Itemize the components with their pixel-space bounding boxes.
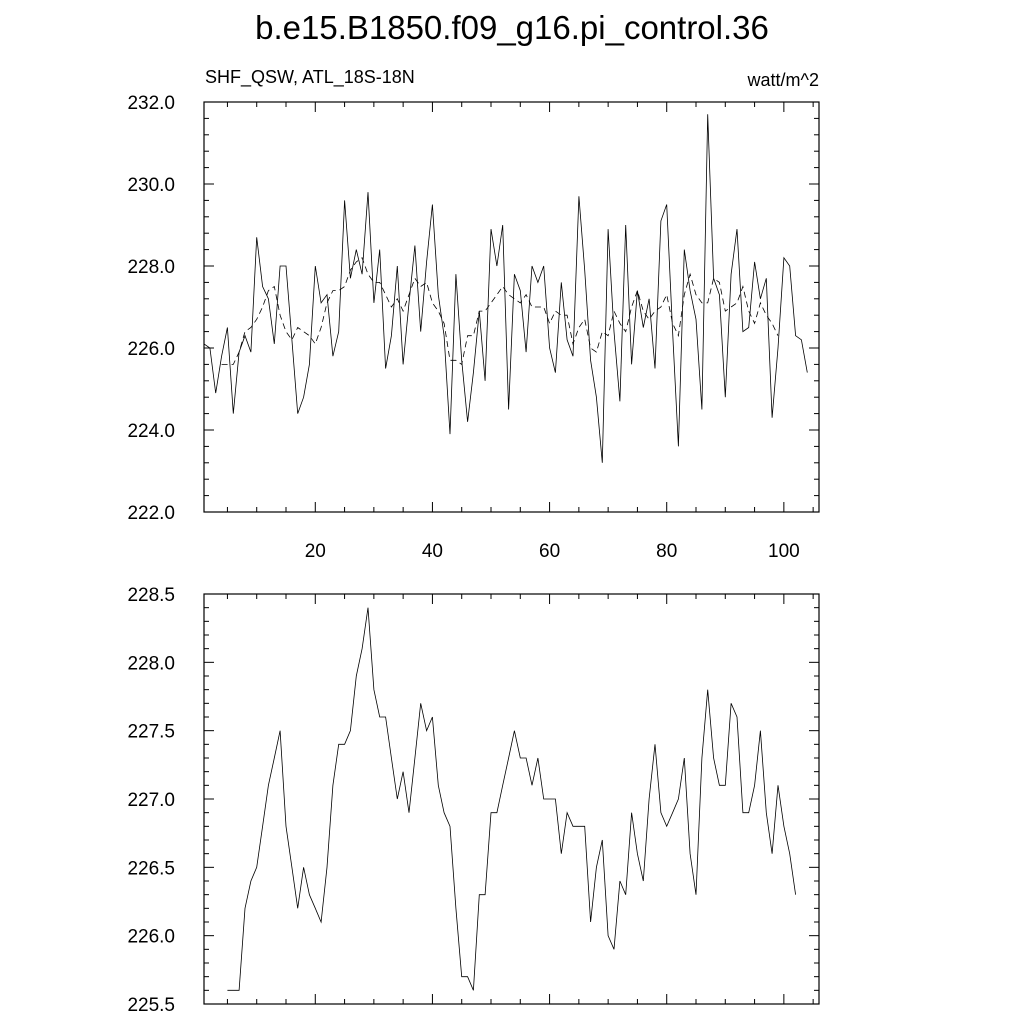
bottom-ytick-label: 227.5 xyxy=(127,722,175,743)
top-ytick-label: 222.0 xyxy=(127,503,175,524)
bottom-ytick-label: 228.5 xyxy=(127,585,175,606)
units-label: watt/m^2 xyxy=(747,70,819,90)
bottom-ytick-label: 228.0 xyxy=(127,653,175,674)
top-panel: SHF_QSW, ATL_18S-18N watt/m^2 222.0 224.0… xyxy=(127,67,820,562)
top-series-dashed-line xyxy=(221,257,779,366)
top-left-label: SHF_QSW, ATL_18S-18N xyxy=(205,67,415,88)
top-xtick-label: 100 xyxy=(768,541,800,562)
top-ytick-label: 228.0 xyxy=(127,257,175,278)
bottom-panel: 225.5 226.0 226.5 227.0 227.5 228.0 228.5 xyxy=(127,585,820,1016)
top-xtick-label: 20 xyxy=(305,541,326,562)
top-ytick-label: 224.0 xyxy=(127,421,175,442)
bottom-ytick-label: 227.0 xyxy=(127,790,175,811)
bottom-series-solid-line xyxy=(227,607,796,991)
top-ytick-label: 226.0 xyxy=(127,339,175,360)
top-xtick-label: 40 xyxy=(422,541,443,562)
top-xtick-label: 80 xyxy=(656,541,677,562)
chart-title: b.e15.B1850.f09_g16.pi_control.36 xyxy=(255,9,769,46)
bottom-ytick-label: 226.0 xyxy=(127,927,175,948)
top-ytick-label: 230.0 xyxy=(127,175,175,196)
bottom-ytick-label: 226.5 xyxy=(127,858,175,879)
top-series-solid-line xyxy=(203,114,808,463)
top-xtick-label: 60 xyxy=(539,541,560,562)
top-plot-frame xyxy=(203,101,820,513)
bottom-plot-frame xyxy=(203,593,820,1005)
bottom-ytick-label: 225.5 xyxy=(127,995,175,1016)
top-ytick-label: 232.0 xyxy=(127,93,175,114)
